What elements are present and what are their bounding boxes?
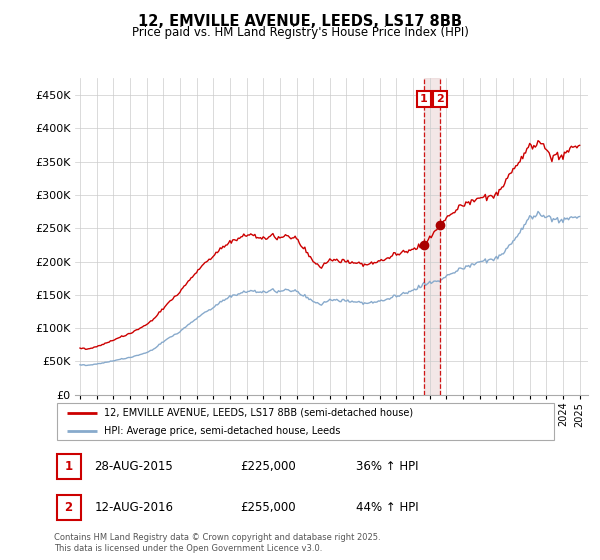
Bar — [424, 78, 440, 395]
FancyBboxPatch shape — [56, 454, 81, 479]
Text: 28-AUG-2015: 28-AUG-2015 — [94, 460, 173, 473]
Text: 1: 1 — [420, 94, 428, 104]
Text: 12-AUG-2016: 12-AUG-2016 — [94, 501, 173, 514]
Text: 1: 1 — [65, 460, 73, 473]
Text: Price paid vs. HM Land Registry's House Price Index (HPI): Price paid vs. HM Land Registry's House … — [131, 26, 469, 39]
Text: 2: 2 — [65, 501, 73, 514]
FancyBboxPatch shape — [56, 495, 81, 520]
Text: Contains HM Land Registry data © Crown copyright and database right 2025.
This d: Contains HM Land Registry data © Crown c… — [54, 533, 380, 553]
Text: 12, EMVILLE AVENUE, LEEDS, LS17 8BB (semi-detached house): 12, EMVILLE AVENUE, LEEDS, LS17 8BB (sem… — [104, 408, 413, 418]
Text: 36% ↑ HPI: 36% ↑ HPI — [356, 460, 419, 473]
Text: 2: 2 — [436, 94, 444, 104]
Text: £225,000: £225,000 — [241, 460, 296, 473]
Text: 44% ↑ HPI: 44% ↑ HPI — [356, 501, 419, 514]
Text: £255,000: £255,000 — [241, 501, 296, 514]
Text: HPI: Average price, semi-detached house, Leeds: HPI: Average price, semi-detached house,… — [104, 426, 341, 436]
FancyBboxPatch shape — [56, 403, 554, 440]
Text: 12, EMVILLE AVENUE, LEEDS, LS17 8BB: 12, EMVILLE AVENUE, LEEDS, LS17 8BB — [138, 14, 462, 29]
